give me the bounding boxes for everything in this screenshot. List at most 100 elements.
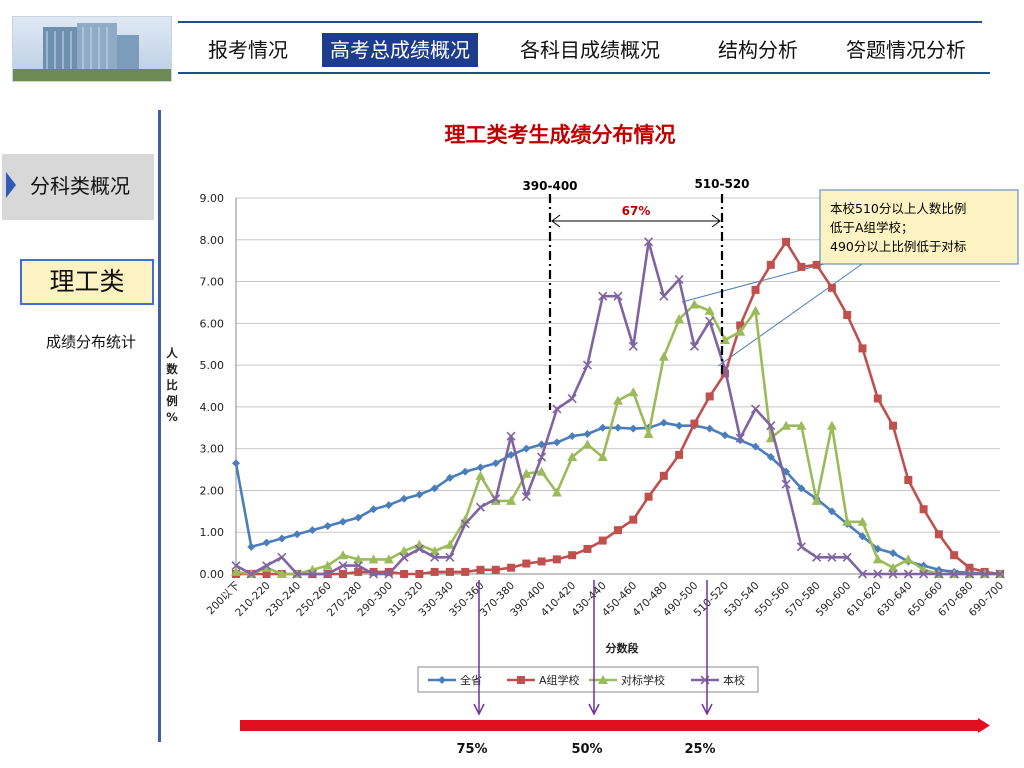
- data-point: [521, 492, 531, 502]
- data-point: [583, 430, 592, 439]
- data-point: [568, 551, 577, 560]
- data-point: [338, 570, 347, 578]
- callout-text: 490分以上比例低于对标: [830, 239, 966, 254]
- data-point: [536, 466, 547, 476]
- callout-box: [819, 189, 1019, 265]
- data-point: [276, 569, 287, 578]
- data-point: [812, 260, 821, 269]
- marker-label-left: 390-400: [522, 179, 577, 193]
- data-point: [873, 569, 883, 579]
- tab-registration[interactable]: 报考情况: [208, 38, 288, 62]
- data-point: [506, 495, 517, 505]
- data-point: [507, 450, 516, 459]
- series-2: [232, 237, 1004, 578]
- y-tick-label: 0.00: [200, 568, 225, 581]
- series-line: [236, 240, 1001, 576]
- data-point: [735, 326, 746, 336]
- data-point: [551, 487, 562, 497]
- data-point: [552, 555, 561, 564]
- data-point: [445, 473, 454, 482]
- data-point: [796, 420, 807, 430]
- data-point: [674, 314, 685, 324]
- data-point: [430, 484, 439, 493]
- y-axis-label-char: 比: [166, 378, 178, 392]
- data-point: [690, 419, 699, 428]
- data-point: [858, 344, 867, 353]
- data-point: [429, 546, 440, 556]
- data-point: [873, 394, 882, 403]
- data-point: [614, 526, 622, 535]
- data-point: [811, 495, 822, 505]
- data-point: [812, 552, 822, 562]
- sidebar-tab[interactable]: [2, 154, 154, 220]
- series-1: [232, 418, 1004, 578]
- sidebar-tab-label[interactable]: 分科类概况: [30, 174, 130, 198]
- y-tick-label: 9.00: [200, 192, 225, 205]
- tab-answer-analysis[interactable]: 答题情况分析: [846, 38, 966, 62]
- sidebar-sub-label[interactable]: 成绩分布统计: [46, 333, 137, 351]
- tab-structure[interactable]: 结构分析: [718, 38, 798, 62]
- data-point: [475, 502, 486, 512]
- data-point: [995, 569, 1005, 579]
- y-tick-label: 4.00: [200, 401, 225, 414]
- building-icon: [13, 23, 171, 81]
- callout-leader: [717, 263, 863, 367]
- data-point: [598, 536, 607, 545]
- data-point: [889, 549, 898, 558]
- span-label: 67%: [622, 204, 651, 218]
- legend-label: 对标学校: [621, 673, 665, 687]
- data-point: [858, 532, 867, 541]
- data-point: [430, 567, 439, 576]
- x-axis-ticks: 200以下210-220230-240250-260270-280290-300…: [205, 580, 1007, 620]
- data-point: [460, 519, 470, 529]
- data-point: [490, 495, 501, 505]
- data-point: [888, 569, 898, 579]
- school-building-logo: [12, 16, 172, 82]
- tab-subject-score[interactable]: 各科目成绩概况: [520, 38, 660, 62]
- marker-label-right: 510-520: [694, 177, 749, 191]
- data-point: [491, 459, 500, 468]
- span-arrowhead: [551, 214, 561, 228]
- tab-total-score[interactable]: 高考总成绩概况: [322, 33, 478, 67]
- data-point: [491, 494, 501, 504]
- y-tick-label: 5.00: [200, 359, 225, 372]
- data-point: [629, 515, 638, 524]
- data-point: [293, 530, 302, 539]
- y-axis-label-char: 数: [166, 362, 178, 376]
- data-point: [323, 569, 333, 579]
- data-point: [231, 561, 241, 571]
- header-rule-top: [178, 21, 982, 23]
- data-point: [735, 433, 745, 443]
- y-axis-label: 人数比例%: [166, 346, 178, 424]
- data-point: [674, 274, 684, 285]
- y-axis-label-char: %: [166, 410, 178, 424]
- percentile-arrowhead: [473, 703, 485, 716]
- data-point: [414, 539, 425, 549]
- data-point: [522, 444, 531, 453]
- data-point: [292, 569, 302, 579]
- data-point: [444, 539, 455, 549]
- data-point: [438, 676, 446, 684]
- data-point: [705, 316, 715, 326]
- data-point: [537, 557, 546, 566]
- series-line: [234, 421, 1001, 576]
- data-point: [629, 424, 638, 433]
- category-badge[interactable]: 理工类: [20, 259, 154, 305]
- data-point: [659, 471, 668, 480]
- y-tick-label: 8.00: [200, 234, 225, 247]
- data-point: [430, 552, 440, 562]
- data-point: [476, 463, 485, 472]
- data-point: [338, 561, 348, 571]
- data-point: [384, 567, 393, 576]
- data-point: [826, 420, 837, 430]
- data-point: [308, 526, 317, 535]
- data-point: [736, 436, 745, 445]
- data-point: [720, 431, 729, 440]
- data-point: [399, 546, 410, 556]
- data-point: [369, 505, 378, 514]
- data-point: [613, 395, 623, 405]
- data-point: [796, 542, 806, 552]
- data-point: [873, 544, 882, 553]
- legend-label: 本校: [723, 673, 745, 687]
